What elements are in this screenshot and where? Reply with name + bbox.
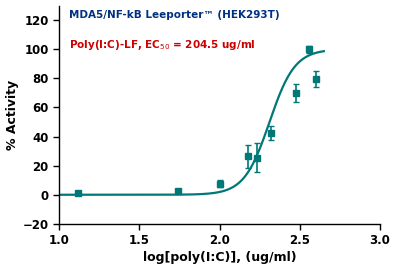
X-axis label: log[poly(I:C)], (ug/ml): log[poly(I:C)], (ug/ml) xyxy=(143,251,297,264)
Text: Poly(I:C)-LF, EC$_{50}$ = 204.5 ug/ml: Poly(I:C)-LF, EC$_{50}$ = 204.5 ug/ml xyxy=(69,38,255,52)
Text: MDA5/NF-kB Leeporter™ (HEK293T): MDA5/NF-kB Leeporter™ (HEK293T) xyxy=(69,10,280,20)
Y-axis label: % Activity: % Activity xyxy=(6,80,19,150)
